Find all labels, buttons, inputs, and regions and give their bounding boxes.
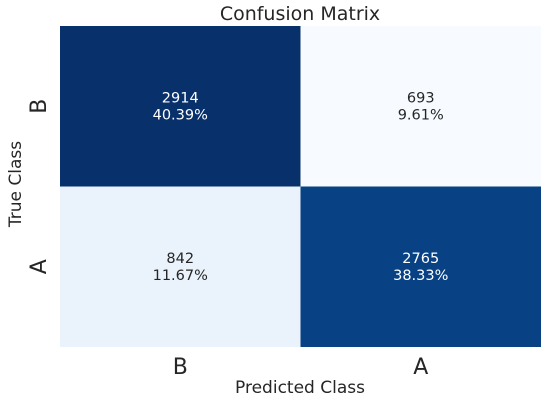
heatmap-cell-B-B: [60, 26, 301, 187]
cell-percent-label: 9.61%: [398, 107, 444, 123]
heatmap-cell-A-A: [300, 186, 541, 347]
y-axis-ticks: BA: [27, 99, 52, 275]
x-tick-label-B: B: [173, 355, 188, 380]
heatmap-cell-A-B: [60, 186, 301, 347]
cell-count-label: 842: [166, 251, 194, 267]
y-tick-label-A: A: [27, 259, 52, 274]
cell-count-label: 2914: [162, 90, 199, 106]
chart-title: Confusion Matrix: [220, 3, 380, 25]
cell-count-label: 2765: [402, 251, 439, 267]
cell-percent-label: 11.67%: [153, 268, 208, 284]
cell-count-label: 693: [407, 90, 435, 106]
heatmap-cells: [60, 26, 541, 347]
y-tick-label-B: B: [27, 99, 52, 114]
heatmap-cell-B-A: [300, 26, 541, 187]
cell-percent-label: 38.33%: [393, 268, 448, 284]
cell-percent-label: 40.39%: [153, 107, 208, 123]
x-axis-label: Predicted Class: [235, 378, 365, 398]
x-tick-label-A: A: [413, 355, 428, 380]
y-axis-label: True Class: [6, 141, 26, 228]
